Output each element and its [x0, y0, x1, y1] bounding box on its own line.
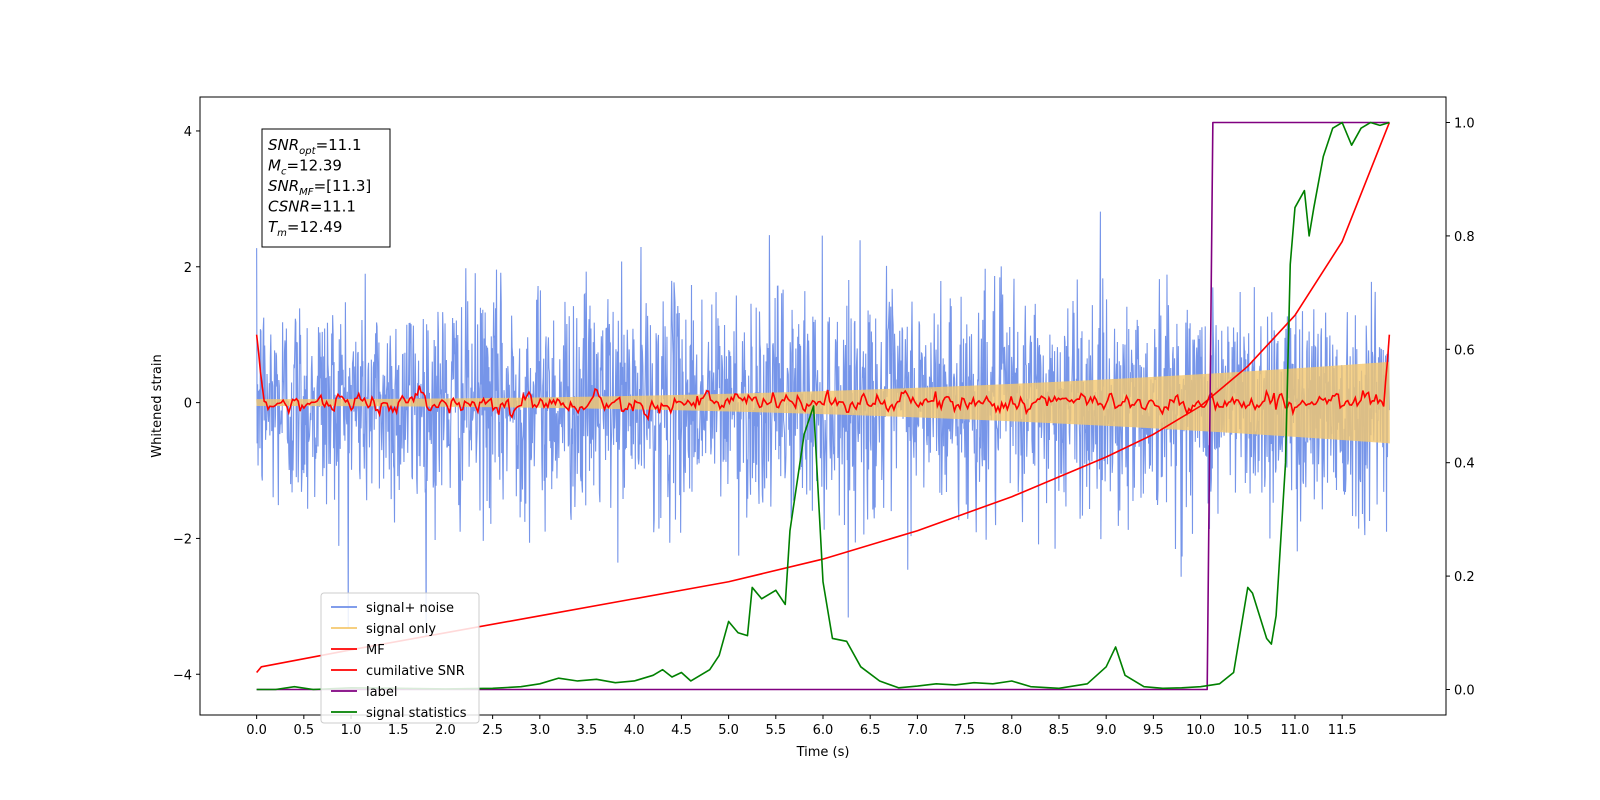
- x-tick-label: 5.0: [718, 723, 739, 738]
- x-tick-label: 0.0: [246, 723, 267, 738]
- stat-line: CSNR=11.1: [268, 198, 356, 216]
- x-tick-label: 4.0: [624, 723, 645, 738]
- x-tick-label: 1.5: [388, 723, 409, 738]
- x-tick-label: 11.5: [1328, 723, 1357, 738]
- legend-entry: signal+ noise: [366, 601, 454, 616]
- x-tick-label: 3.0: [529, 723, 550, 738]
- x-tick-label: 9.5: [1143, 723, 1164, 738]
- y2-tick-label: 0.6: [1454, 343, 1475, 358]
- x-tick-label: 9.0: [1096, 723, 1117, 738]
- stat-line: Mc=12.39: [268, 157, 342, 178]
- y2-axis-ticks: 1.0 0.8 0.6 0.4 0.2 0.0: [1446, 117, 1475, 698]
- x-tick-label: 6.0: [813, 723, 834, 738]
- signal-only-layer: [256, 361, 1390, 444]
- y-axis-ticks: 4 2 0 −2 −4: [173, 125, 200, 683]
- legend-entry: signal only: [366, 622, 436, 637]
- series-line-signal-only: [256, 361, 1390, 444]
- stat-line: SNRMF=[11.3]: [268, 177, 371, 198]
- y2-tick-label: 0.8: [1454, 230, 1475, 245]
- x-tick-label: 3.5: [577, 723, 598, 738]
- stats-box: SNRopt=11.1Mc=12.39SNRMF=[11.3]CSNR=11.1…: [261, 128, 391, 248]
- stat-line: SNRopt=11.1: [268, 136, 362, 157]
- y2-tick-label: 0.4: [1454, 457, 1475, 472]
- y2-tick-label: 0.0: [1454, 683, 1475, 698]
- x-tick-label: 7.5: [954, 723, 975, 738]
- y2-tick-label: 0.2: [1454, 570, 1475, 585]
- x-tick-label: 11.0: [1280, 723, 1309, 738]
- x-tick-label: 0.5: [293, 723, 314, 738]
- y-tick-label: 2: [184, 261, 192, 276]
- x-tick-label: 10.0: [1186, 723, 1215, 738]
- x-tick-label: 2.5: [482, 723, 503, 738]
- y-tick-label: −4: [173, 668, 192, 683]
- x-tick-label: 2.0: [435, 723, 456, 738]
- y2-tick-label: 1.0: [1454, 117, 1475, 132]
- legend-entry: cumilative SNR: [366, 664, 465, 679]
- x-tick-label: 1.0: [341, 723, 362, 738]
- y-axis-label: Whitened strain: [150, 354, 165, 457]
- series-line-mf: [255, 334, 1391, 422]
- x-tick-label: 7.0: [907, 723, 928, 738]
- x-tick-label: 10.5: [1233, 723, 1262, 738]
- x-tick-label: 8.5: [1049, 723, 1070, 738]
- x-tick-label: 8.0: [1001, 723, 1022, 738]
- y-tick-label: −2: [173, 532, 192, 547]
- x-tick-label: 6.5: [860, 723, 881, 738]
- legend: signal+ noise signal only MF cumilative SNR…: [320, 592, 480, 724]
- x-tick-label: 4.5: [671, 723, 692, 738]
- x-tick-label: 5.5: [765, 723, 786, 738]
- y-tick-label: 0: [184, 397, 192, 412]
- x-axis-ticks: 0.0 0.5 1.0 1.5 2.0 2.5 3.0 3.5 4.0 4.5 5.0 5.5 6.0 6…: [246, 715, 1357, 738]
- legend-entry: signal statistics: [366, 706, 467, 721]
- x-axis-label: Time (s): [796, 745, 850, 760]
- y-tick-label: 4: [184, 125, 192, 140]
- legend-entry: MF: [366, 643, 385, 658]
- stat-line: Tm=12.49: [268, 218, 342, 239]
- legend-entry: label: [366, 685, 397, 700]
- series-line-signal-statistics: [256, 121, 1390, 691]
- series-line-label: [256, 121, 1390, 691]
